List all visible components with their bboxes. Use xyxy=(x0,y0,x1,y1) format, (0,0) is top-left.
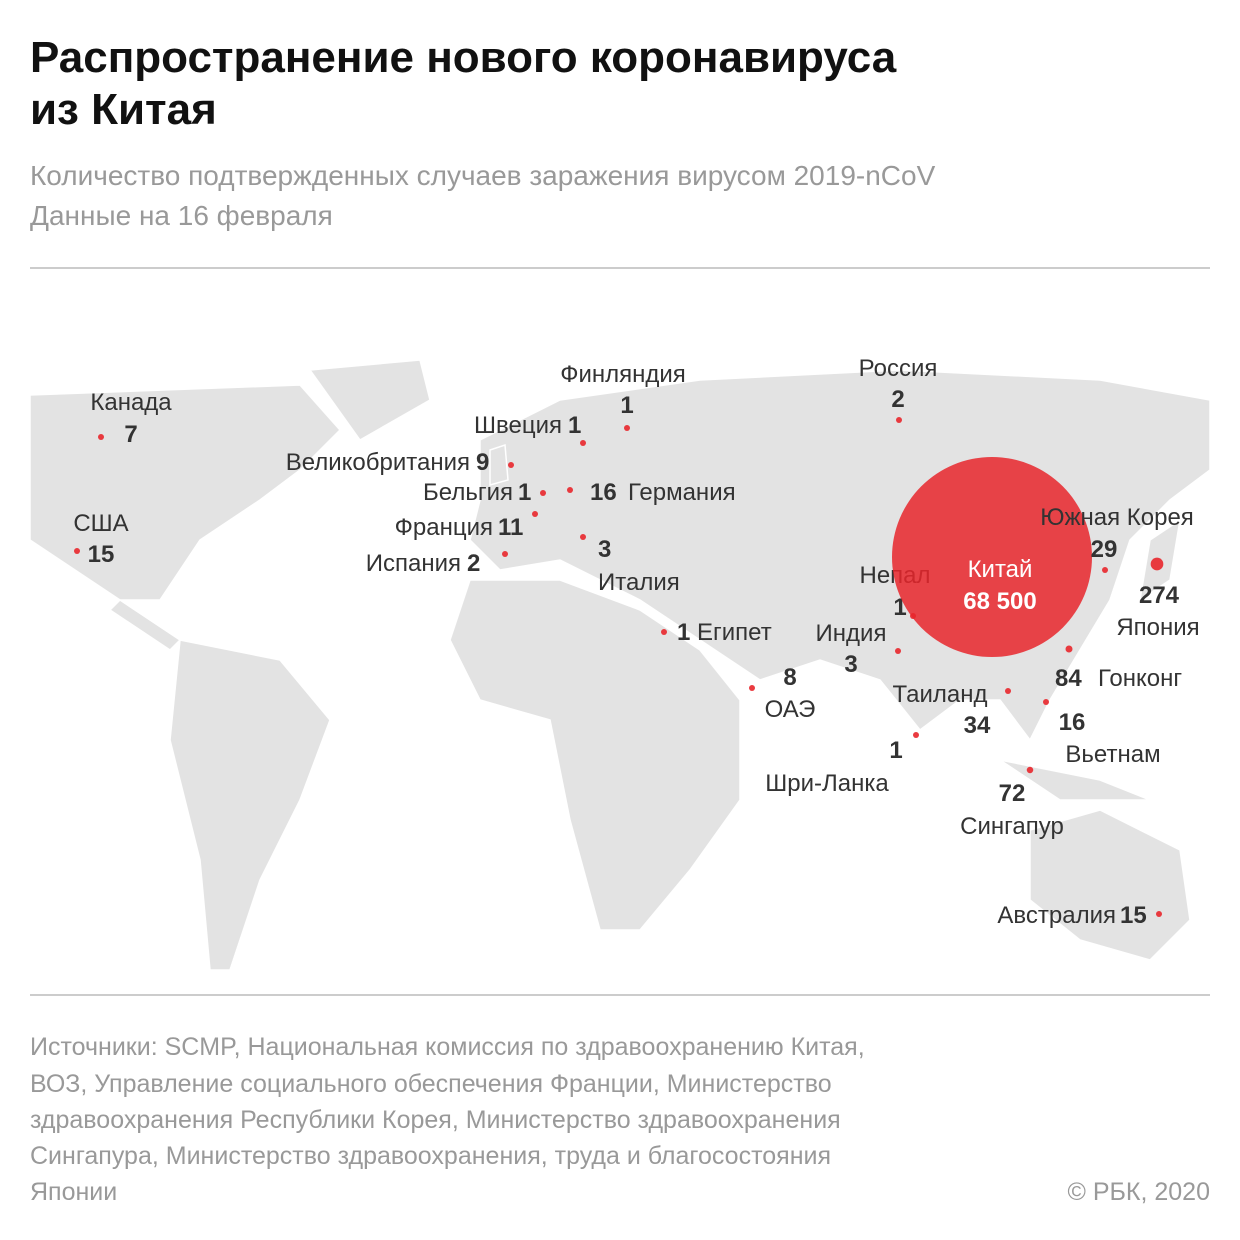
case-count: 1 xyxy=(620,392,633,419)
case-bubble xyxy=(532,511,538,517)
case-bubble xyxy=(1043,699,1049,705)
source-line: Сингапура, Министерство здравоохранения,… xyxy=(30,1142,831,1170)
case-count: 8 xyxy=(783,664,796,691)
country-name: Россия xyxy=(859,355,938,382)
source-line: Японии xyxy=(30,1178,117,1206)
case-bubble xyxy=(502,551,508,557)
case-count: 1 xyxy=(889,737,902,764)
case-count: 3 xyxy=(844,651,857,678)
country-name: Южная Корея xyxy=(1040,504,1194,531)
case-count: 84 xyxy=(1055,665,1082,692)
country-name: ОАЭ xyxy=(765,696,816,723)
subtitle: Данные на 16 февраля xyxy=(30,200,333,231)
country-name: США xyxy=(73,510,128,537)
country-name: Бельгия xyxy=(423,479,513,506)
country-name: Япония xyxy=(1116,614,1199,641)
subtitle: Количество подтвержденных случаев зараже… xyxy=(30,160,936,191)
case-count: 1 xyxy=(518,479,531,506)
source-line: ВОЗ, Управление социального обеспечения … xyxy=(30,1070,832,1098)
title: из Китая xyxy=(30,85,217,134)
case-count: 1 xyxy=(568,412,581,439)
country-name: Китай xyxy=(968,556,1033,583)
case-bubble xyxy=(1026,766,1034,774)
country-name: Шри-Ланка xyxy=(765,770,889,797)
case-bubble xyxy=(661,629,667,635)
case-count: 11 xyxy=(498,514,523,541)
title: Распространение нового коронавируса xyxy=(30,33,897,82)
case-bubble xyxy=(540,490,546,496)
case-count: 29 xyxy=(1091,536,1118,563)
case-bubble xyxy=(567,487,573,493)
case-count: 3 xyxy=(598,536,611,563)
case-count: 34 xyxy=(964,712,991,739)
case-count: 15 xyxy=(1120,902,1147,929)
case-bubble xyxy=(580,534,586,540)
case-bubble xyxy=(1156,911,1162,917)
case-count: 15 xyxy=(88,541,115,568)
case-count: 16 xyxy=(1059,709,1086,736)
case-bubble xyxy=(892,457,1092,657)
country-name: Франция xyxy=(395,514,493,541)
case-count: 9 xyxy=(476,449,489,476)
case-count: 72 xyxy=(999,780,1026,807)
case-count: 16 xyxy=(590,479,617,506)
case-bubble xyxy=(580,440,586,446)
country-name: Сингапур xyxy=(960,813,1064,840)
country-name: Швеция xyxy=(474,412,562,439)
source-line: здравоохранения Республики Корея, Минист… xyxy=(30,1106,841,1134)
case-count: 274 xyxy=(1139,582,1180,609)
case-count: 68 500 xyxy=(963,588,1036,615)
case-bubble xyxy=(624,425,630,431)
country-name: Испания xyxy=(366,550,461,577)
case-bubble xyxy=(749,685,755,691)
country-name: Австралия xyxy=(997,902,1116,929)
case-bubble xyxy=(895,648,901,654)
country-name: Гонконг xyxy=(1098,665,1182,692)
case-count: 1 xyxy=(677,619,690,646)
case-bubble xyxy=(74,548,80,554)
land xyxy=(29,359,1211,971)
sources: Источники: SCMP, Национальная комиссия п… xyxy=(30,1033,1210,1206)
country-name: Великобритания xyxy=(286,449,470,476)
country-name: Вьетнам xyxy=(1065,741,1160,768)
source-line: Источники: SCMP, Национальная комиссия п… xyxy=(30,1033,865,1061)
country-name: Италия xyxy=(598,569,680,596)
case-count: 2 xyxy=(891,386,904,413)
case-bubble xyxy=(896,417,902,423)
country-name: Индия xyxy=(816,620,887,647)
case-bubble xyxy=(1150,557,1164,571)
country-name: Канада xyxy=(90,389,172,416)
country-name: Германия xyxy=(628,479,736,506)
case-bubble xyxy=(508,462,514,468)
country-name: Египет xyxy=(697,619,772,646)
case-bubble xyxy=(913,732,919,738)
case-count: 2 xyxy=(467,550,480,577)
case-bubble xyxy=(98,434,104,440)
copyright: © РБК, 2020 xyxy=(1067,1178,1210,1206)
country-name: Финляндия xyxy=(560,361,686,388)
case-count: 7 xyxy=(124,421,137,448)
country-name: Таиланд xyxy=(893,681,988,708)
case-bubble xyxy=(1005,688,1011,694)
case-bubble xyxy=(1065,645,1073,653)
case-bubble xyxy=(1102,567,1108,573)
